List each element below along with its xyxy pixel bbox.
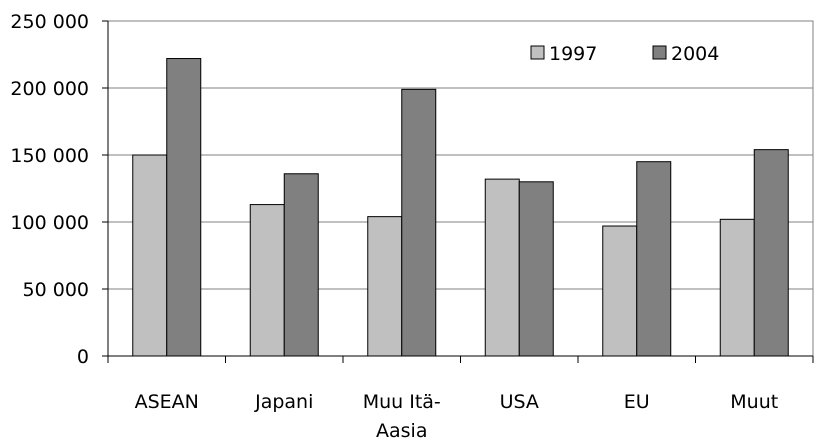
- bar-2004-4: [636, 161, 672, 357]
- bar-2004-5: [753, 149, 789, 357]
- bar-1997-3: [484, 178, 520, 357]
- axes: [102, 20, 814, 363]
- legend: 1997 2004: [530, 43, 719, 65]
- y-tick-label: 250 000: [10, 11, 89, 33]
- bar-1997-5: [719, 218, 755, 357]
- bar-1997-4: [602, 225, 638, 357]
- legend-swatch-2004: [652, 45, 667, 60]
- x-category-label: Japani: [254, 391, 313, 413]
- x-category-label: Muut: [730, 391, 778, 413]
- bar-2004-1: [283, 173, 319, 357]
- y-tick-label: 200 000: [10, 78, 89, 100]
- bars: [132, 58, 789, 357]
- bar-2004-3: [518, 181, 554, 357]
- bar-1997-0: [132, 154, 168, 357]
- x-category-label: USA: [500, 391, 539, 413]
- legend-swatch-1997: [530, 45, 545, 60]
- legend-label-2004: 2004: [671, 43, 719, 65]
- x-category-label: EU: [624, 391, 650, 413]
- x-category-label: ASEAN: [135, 391, 199, 413]
- legend-label-1997: 1997: [549, 43, 597, 65]
- bar-1997-1: [249, 204, 285, 357]
- y-tick-label: 50 000: [23, 279, 89, 301]
- bar-1997-2: [367, 216, 403, 357]
- gridlines: [107, 20, 814, 357]
- plot-area-border: [107, 20, 814, 357]
- bar-2004-0: [166, 58, 202, 357]
- y-tick-labels: 0 50 000 100 000 150 000 200 000 250 000: [10, 11, 89, 368]
- bar-2004-2: [401, 88, 437, 357]
- x-category-labels: ASEAN Japani Muu Itä- Aasia USA EU Muut: [135, 391, 779, 442]
- x-category-label: Muu Itä-: [363, 391, 441, 413]
- y-tick-label: 0: [77, 346, 89, 368]
- y-tick-label: 150 000: [10, 145, 89, 167]
- y-tick-label: 100 000: [10, 212, 89, 234]
- x-category-label: Aasia: [376, 420, 427, 442]
